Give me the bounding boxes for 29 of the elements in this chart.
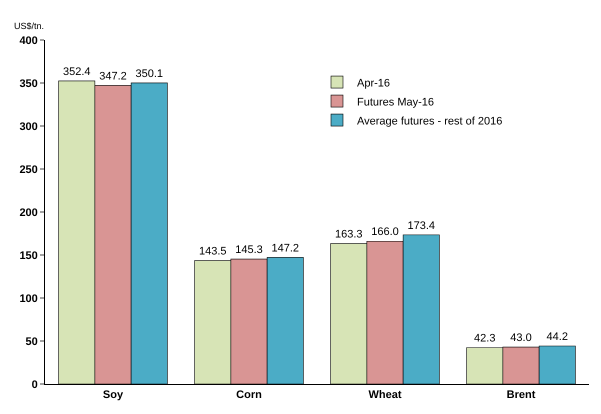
y-tick-label: 100 bbox=[19, 292, 38, 305]
data-label: 147.2 bbox=[272, 242, 300, 254]
x-tick-label: Soy bbox=[102, 389, 124, 402]
y-tick-label: 150 bbox=[19, 250, 38, 262]
y-tick-label: 400 bbox=[19, 34, 38, 47]
y-tick-label: 0 bbox=[32, 378, 38, 391]
y-tick-label: 300 bbox=[19, 120, 38, 133]
data-label: 347.2 bbox=[99, 70, 127, 82]
y-tick-label: 50 bbox=[26, 336, 38, 348]
data-label: 145.3 bbox=[235, 244, 263, 256]
legend-label: Average futures - rest of 2016 bbox=[357, 115, 502, 128]
y-axis-title: US$/tn. bbox=[14, 21, 44, 31]
y-tick-label: 200 bbox=[19, 206, 38, 219]
x-tick-label: Brent bbox=[506, 389, 536, 402]
x-tick-label: Wheat bbox=[368, 389, 402, 402]
data-label: 163.3 bbox=[334, 228, 362, 241]
y-tick-label: 350 bbox=[19, 78, 38, 90]
legend-label: Apr-16 bbox=[357, 77, 390, 90]
data-label: 43.0 bbox=[510, 332, 532, 344]
data-label: 350.1 bbox=[136, 68, 164, 80]
data-label: 44.2 bbox=[546, 330, 568, 343]
data-label: 352.4 bbox=[62, 66, 90, 78]
data-label: 42.3 bbox=[474, 332, 496, 345]
data-label: 143.5 bbox=[198, 246, 226, 258]
x-tick-label: Corn bbox=[236, 389, 262, 402]
legend-label: Futures May-16 bbox=[357, 96, 434, 108]
data-label: 166.0 bbox=[371, 226, 399, 238]
data-label: 173.4 bbox=[408, 220, 436, 232]
y-tick-label: 250 bbox=[19, 164, 38, 176]
